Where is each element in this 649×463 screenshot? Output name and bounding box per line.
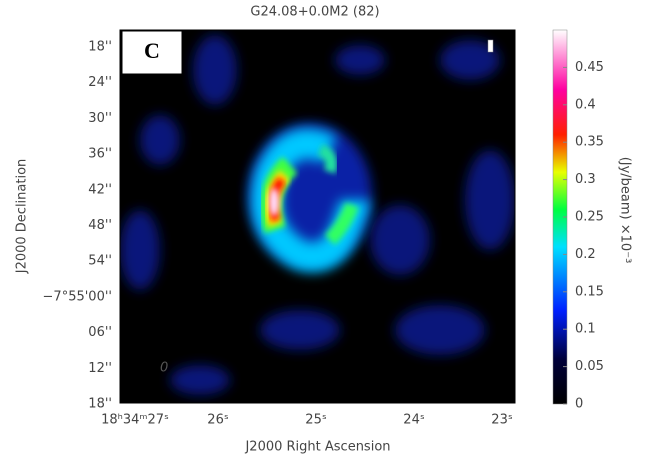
noise <box>120 35 515 395</box>
title: G24.08+0.0M2 (82) <box>250 5 379 20</box>
colorbar-tick-label: 0 <box>575 397 583 412</box>
colorbar-tick-label: 0.2 <box>575 247 596 262</box>
x-tick-label: 26ˢ <box>207 413 229 428</box>
x-axis-label: J2000 Right Ascension <box>244 440 390 455</box>
y-tick-label: 18'' <box>88 40 112 55</box>
colorbar-label: (Jy/beam) ×10⁻³ <box>618 157 633 264</box>
y-tick-label: 18'' <box>88 397 112 412</box>
y-axis-label: J2000 Declination <box>15 159 30 275</box>
x-tick-label: 24ˢ <box>403 413 425 428</box>
colorbar-tick-label: 0.45 <box>575 60 604 75</box>
colorbar-tick-label: 0.15 <box>575 284 604 299</box>
y-tick-label: 24'' <box>88 75 112 90</box>
beam-marker <box>487 39 494 53</box>
colorbar-tick-label: 0.4 <box>575 97 596 112</box>
colorbar-tick-label: 0.25 <box>575 210 604 225</box>
y-tick-label: 30'' <box>88 111 112 126</box>
colorbar-tick-label: 0.05 <box>575 359 604 374</box>
colorbar-tick-label: 0.3 <box>575 172 596 187</box>
colorbar-tick-label: 0.1 <box>575 322 596 337</box>
x-tick-label: 18ʰ34ᵐ27ˢ <box>101 413 169 428</box>
y-tick-label: 12'' <box>88 361 112 376</box>
image: 0 <box>120 30 515 403</box>
source <box>248 123 372 273</box>
y-tick-label: 54'' <box>88 254 112 269</box>
annotation: 0 <box>160 361 168 376</box>
y-tick-label: 42'' <box>88 182 112 197</box>
panel-box <box>121 30 183 75</box>
y-tick-label: 36'' <box>88 147 112 162</box>
y-tick-label: 48'' <box>88 218 112 233</box>
y-tick-label: −7°55'00'' <box>43 289 112 304</box>
colorbar-tick-label: 0.35 <box>575 135 604 150</box>
x-tick-label: 23ˢ <box>491 413 513 428</box>
panel-label: C <box>144 38 160 63</box>
x-tick-label: 25ˢ <box>305 413 327 428</box>
y-tick-label: 06'' <box>88 325 112 340</box>
frame <box>119 29 516 404</box>
